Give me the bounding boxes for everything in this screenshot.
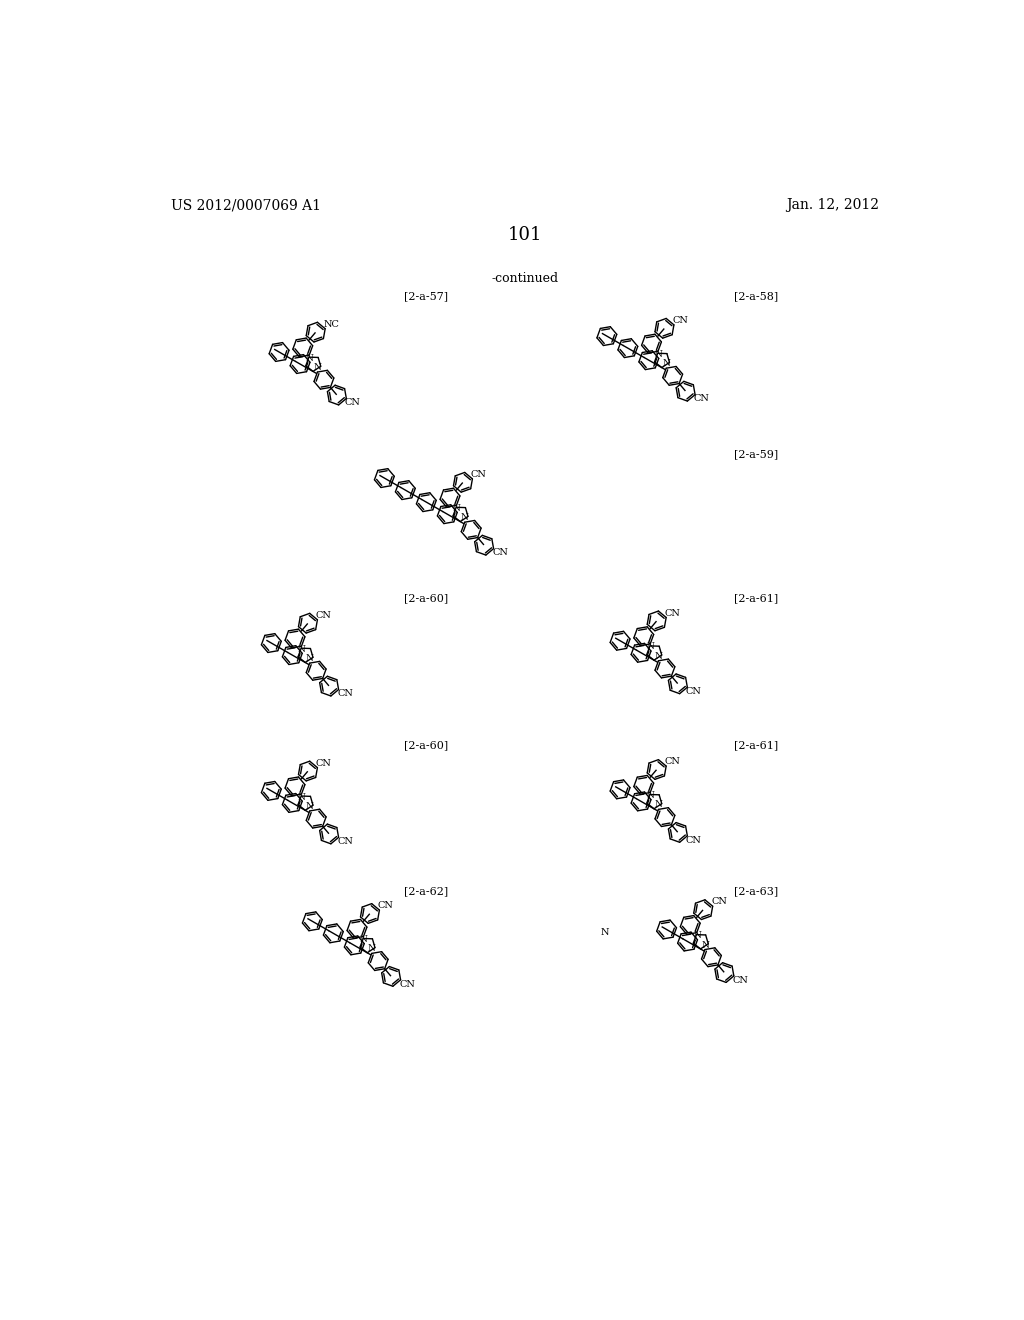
Text: [2-a-63]: [2-a-63] — [733, 886, 778, 896]
Text: [2-a-62]: [2-a-62] — [404, 886, 449, 896]
Text: CN: CN — [399, 979, 415, 989]
Text: N: N — [313, 363, 322, 372]
Text: N: N — [305, 354, 313, 363]
Text: CN: CN — [316, 611, 332, 620]
Text: Jan. 12, 2012: Jan. 12, 2012 — [786, 198, 879, 213]
Text: N: N — [461, 513, 469, 523]
Text: [2-a-61]: [2-a-61] — [733, 594, 778, 603]
Text: [2-a-57]: [2-a-57] — [404, 290, 449, 301]
Text: N: N — [359, 935, 368, 944]
Text: N: N — [646, 643, 654, 651]
Text: N: N — [654, 350, 663, 359]
Text: N: N — [368, 945, 376, 953]
Text: N: N — [298, 644, 306, 653]
Text: CN: CN — [686, 836, 701, 845]
Text: N: N — [600, 928, 609, 937]
Text: CN: CN — [665, 609, 681, 618]
Text: CN: CN — [673, 315, 688, 325]
Text: [2-a-61]: [2-a-61] — [733, 739, 778, 750]
Text: CN: CN — [471, 470, 486, 479]
Text: CN: CN — [337, 689, 353, 698]
Text: CN: CN — [316, 759, 332, 768]
Text: CN: CN — [345, 399, 360, 408]
Text: NC: NC — [324, 319, 340, 329]
Text: CN: CN — [686, 686, 701, 696]
Text: US 2012/0007069 A1: US 2012/0007069 A1 — [171, 198, 321, 213]
Text: [2-a-59]: [2-a-59] — [733, 449, 778, 459]
Text: [2-a-60]: [2-a-60] — [404, 739, 449, 750]
Text: CN: CN — [693, 395, 710, 404]
Text: [2-a-60]: [2-a-60] — [404, 594, 449, 603]
Text: CN: CN — [665, 758, 681, 767]
Text: N: N — [306, 803, 313, 810]
Text: CN: CN — [732, 975, 749, 985]
Text: N: N — [654, 800, 663, 809]
Text: N: N — [453, 504, 461, 512]
Text: N: N — [298, 792, 306, 801]
Text: N: N — [663, 359, 671, 368]
Text: CN: CN — [378, 902, 394, 911]
Text: CN: CN — [493, 548, 508, 557]
Text: [2-a-58]: [2-a-58] — [733, 290, 778, 301]
Text: -continued: -continued — [492, 272, 558, 285]
Text: 101: 101 — [508, 226, 542, 244]
Text: N: N — [646, 791, 654, 800]
Text: CN: CN — [337, 837, 353, 846]
Text: CN: CN — [712, 898, 727, 907]
Text: N: N — [701, 941, 709, 949]
Text: N: N — [654, 652, 663, 661]
Text: N: N — [693, 931, 701, 940]
Text: N: N — [306, 655, 313, 663]
